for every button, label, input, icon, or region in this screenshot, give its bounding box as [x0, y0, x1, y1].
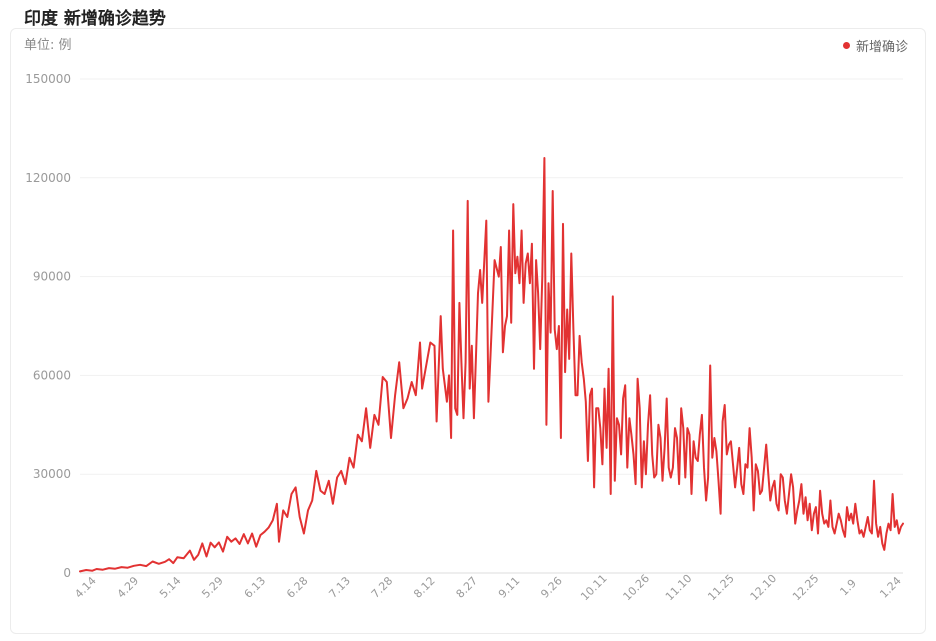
y-tick-label: 150000 [25, 72, 71, 86]
y-tick-label: 90000 [33, 270, 71, 284]
legend-marker [842, 42, 850, 49]
x-tick-label: 10.26 [621, 572, 652, 603]
x-tick-label: 8.27 [454, 574, 481, 601]
chart-title: 印度 新增确诊趋势 [24, 9, 166, 29]
x-tick-label: 9.11 [496, 574, 523, 601]
y-tick-label: 60000 [33, 368, 71, 382]
chart-card [10, 28, 926, 634]
legend-label: 新增确诊 [855, 40, 908, 55]
x-axis-ticks: 4.14 4.29 5.14 5.29 6.13 6.28 7.13 7.28 8.12 8.27… [72, 572, 904, 603]
legend[interactable]: 新增确诊 [842, 36, 908, 55]
y-tick-label: 0 [63, 566, 71, 580]
x-tick-label: 4.14 [72, 574, 99, 601]
x-tick-label: 6.13 [242, 574, 269, 601]
x-tick-label: 8.12 [411, 574, 438, 601]
x-tick-label: 11.10 [663, 572, 694, 603]
y-tick-label: 30000 [33, 467, 71, 481]
x-tick-label: 6.28 [284, 574, 311, 601]
x-tick-label: 1.9 [837, 577, 859, 599]
x-tick-label: 10.11 [578, 572, 609, 603]
x-tick-label: 5.14 [157, 574, 184, 601]
grid-lines [80, 78, 903, 574]
x-tick-label: 7.13 [326, 574, 353, 601]
x-tick-label: 9.26 [538, 574, 565, 601]
x-tick-label: 12.25 [790, 572, 821, 603]
series-line-confirmed [79, 157, 904, 573]
x-tick-label: 12.10 [748, 572, 779, 603]
x-tick-label: 5.29 [199, 574, 226, 601]
x-tick-label: 11.25 [705, 572, 736, 603]
x-tick-label: 7.28 [369, 574, 396, 601]
x-tick-label: 4.29 [115, 574, 142, 601]
x-tick-label: 1.24 [877, 574, 904, 601]
y-axis-ticks: 0 30000 60000 90000 120000 150000 [25, 72, 71, 580]
unit-label: 单位: 例 [24, 38, 72, 53]
y-tick-label: 120000 [25, 171, 71, 185]
